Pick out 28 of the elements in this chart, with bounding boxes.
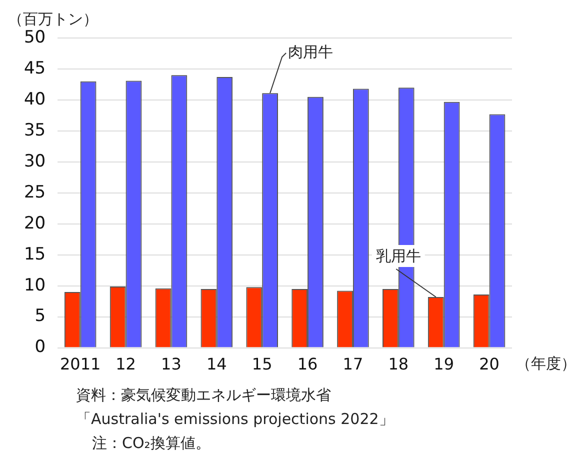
y-tick-label: 30: [24, 151, 46, 172]
text: 資料：豪気候変動エネルギー環境水省: [76, 385, 332, 406]
text: 肉用牛: [288, 42, 334, 61]
x-tick-label: 17: [342, 354, 364, 374]
y-tick-label: 10: [24, 275, 46, 296]
x-axis-title: （年度）: [516, 354, 576, 373]
x-tick-label: 12: [116, 354, 136, 374]
x-tick-label: 20: [479, 354, 500, 374]
y-tick-label: 5: [34, 306, 46, 326]
y-tick-label: 50: [24, 27, 46, 48]
x-tick-label: 18: [388, 354, 409, 374]
y-tick-label: 35: [24, 120, 46, 140]
y-tick-label: 25: [24, 182, 46, 202]
x-tick-label: 15: [252, 354, 272, 374]
text: 「Australia's emissions projections 2022」: [76, 409, 395, 430]
text: 注：CO₂換算値。: [91, 433, 212, 454]
y-tick-label: 40: [24, 89, 46, 110]
x-tick-label: 19: [434, 354, 454, 374]
y-axis-title: （百万トン）: [8, 10, 98, 28]
x-tick-label: 14: [206, 354, 227, 374]
x-tick-label: 16: [297, 354, 318, 374]
series-label: 乳用牛: [376, 246, 421, 265]
y-tick-label: 0: [34, 337, 46, 358]
x-tick-label: 2011: [60, 354, 101, 374]
y-tick-label: 15: [24, 244, 46, 264]
y-tick-label: 20: [24, 213, 46, 234]
y-tick-label: 45: [24, 58, 46, 78]
x-tick-label: 13: [161, 354, 182, 374]
